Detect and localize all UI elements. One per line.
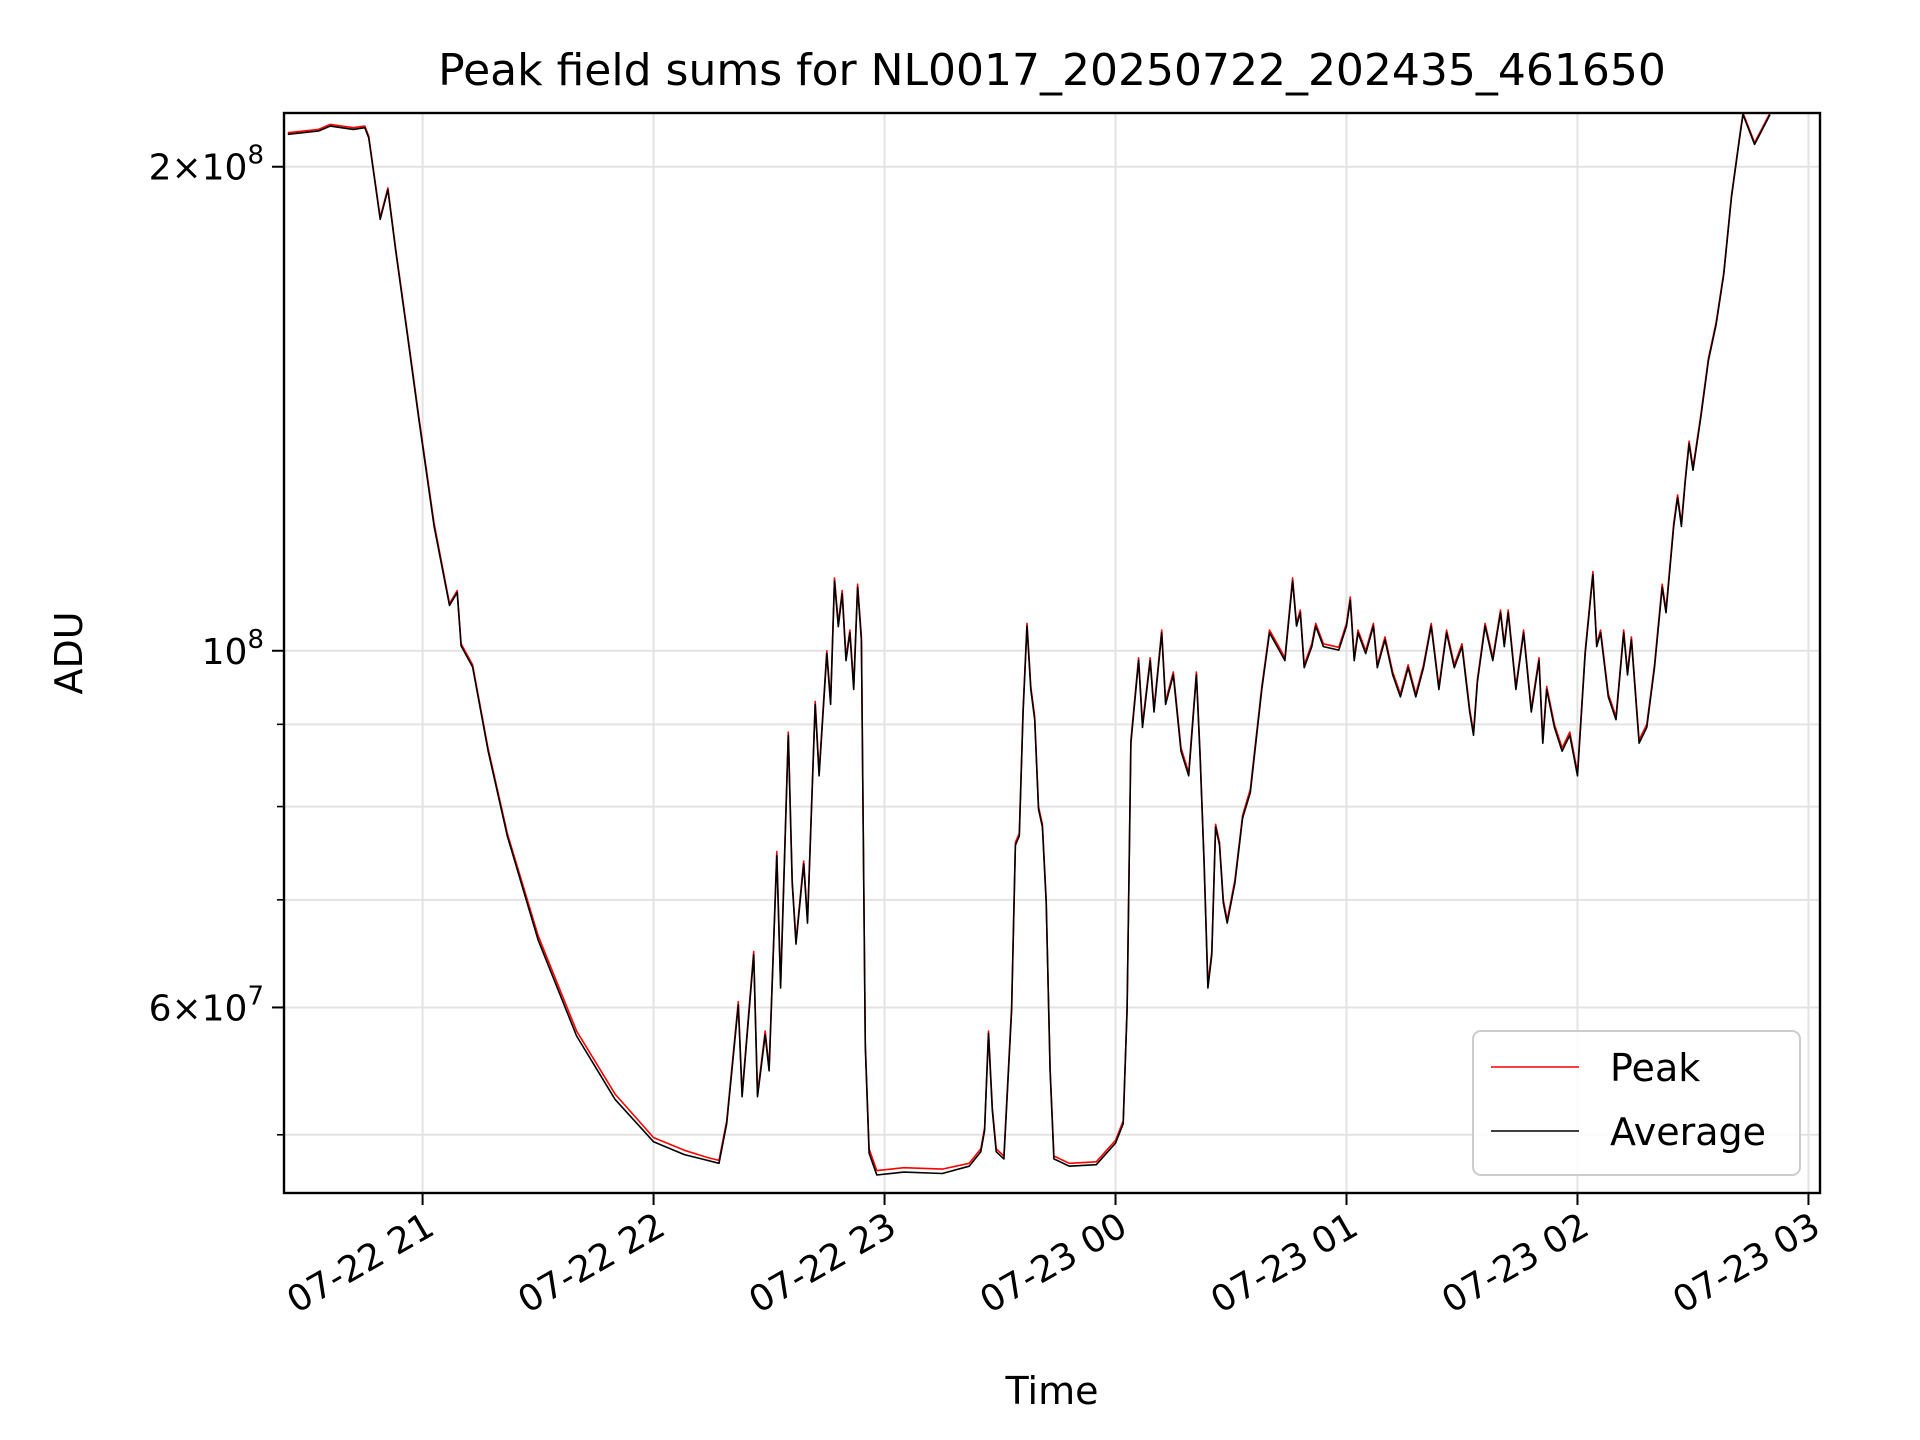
y-tick-label: 2×108 xyxy=(149,141,264,189)
legend: Peak Average xyxy=(1472,1030,1801,1176)
y-axis-label: ADU xyxy=(47,611,91,694)
grid xyxy=(284,113,1820,1193)
series-lines xyxy=(287,113,1771,1176)
series-line-average xyxy=(287,113,1771,1176)
legend-label-peak: Peak xyxy=(1610,1046,1700,1090)
y-axis-ticks: 2×108 108 6×107 xyxy=(149,141,284,1136)
plot-frame xyxy=(282,111,1822,1195)
legend-label-average: Average xyxy=(1610,1110,1766,1154)
chart-title: Peak field sums for NL0017_20250722_2024… xyxy=(438,45,1666,96)
y-tick-label: 108 xyxy=(202,625,264,673)
y-tick-label: 6×107 xyxy=(149,981,264,1029)
x-axis-label: Time xyxy=(1005,1369,1099,1413)
